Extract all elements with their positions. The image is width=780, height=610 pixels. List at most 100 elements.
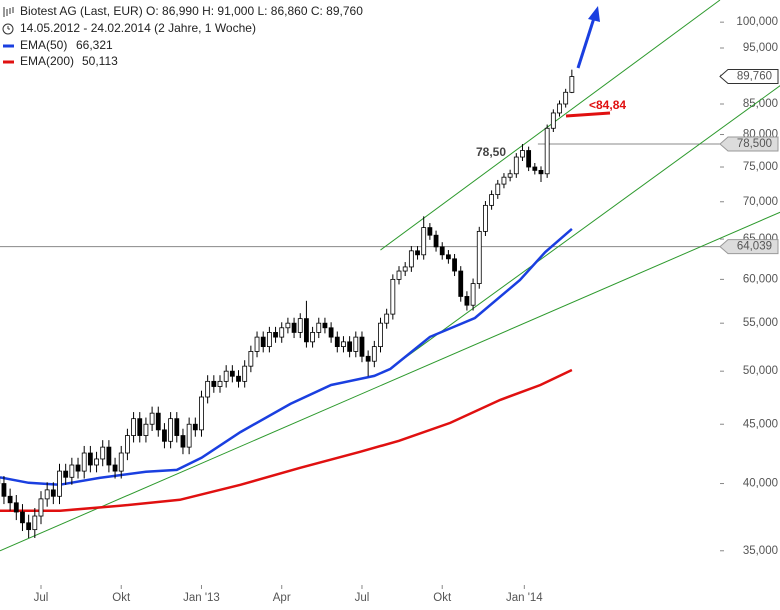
- candle-body: [248, 351, 254, 367]
- legend-label: EMA(200): [20, 54, 74, 68]
- y-tick-label: 85,000: [743, 98, 778, 110]
- candle-body: [322, 322, 328, 329]
- x-tick-label: Apr: [273, 592, 291, 604]
- candle-body: [211, 380, 217, 387]
- candle-body: [186, 423, 192, 448]
- candle-body: [75, 464, 81, 472]
- price-box: [719, 239, 779, 255]
- candle-body: [112, 464, 118, 472]
- ema-line: [0, 227, 573, 487]
- candle-body: [174, 418, 180, 436]
- candle-body: [304, 318, 309, 343]
- candle-body: [242, 365, 248, 382]
- candle-body: [316, 322, 322, 333]
- trend-line: [0, 211, 780, 552]
- candle-body: [100, 446, 106, 460]
- candle-body: [50, 489, 56, 497]
- last-price-box: [719, 69, 779, 85]
- candle-body: [421, 227, 427, 256]
- candle-body: [81, 452, 87, 472]
- candle-body: [495, 183, 501, 196]
- candle-body: [223, 370, 229, 382]
- candle-body: [544, 127, 550, 175]
- candle-body: [291, 322, 297, 333]
- candle-body: [501, 176, 507, 185]
- candle-body: [334, 336, 340, 348]
- candle-body: [44, 489, 50, 500]
- y-tick-label: 35,000: [743, 545, 778, 557]
- candle-body: [155, 412, 161, 431]
- candle-body: [384, 313, 390, 324]
- x-tick-label: Jan '13: [183, 592, 220, 604]
- candle-body: [532, 166, 538, 171]
- annotation: 78,50: [476, 145, 506, 159]
- y-tick-label: 60,000: [743, 273, 778, 285]
- candle-body: [347, 341, 353, 352]
- candle-body: [297, 318, 303, 333]
- candle-body: [439, 246, 445, 256]
- candle-body: [557, 103, 562, 114]
- y-tick-label: 55,000: [743, 317, 778, 329]
- candle-body: [229, 370, 235, 377]
- candle-body: [137, 418, 143, 436]
- trend-line: [386, 85, 780, 372]
- candle-body: [520, 150, 525, 158]
- candle-body: [106, 446, 112, 466]
- candle-body: [378, 322, 383, 348]
- candle-body: [217, 380, 223, 387]
- candle-body: [168, 418, 174, 442]
- candle-body: [279, 327, 285, 338]
- candle-body: [371, 346, 377, 362]
- candle-body: [489, 194, 495, 206]
- candle-body: [470, 283, 476, 306]
- candle-body: [94, 458, 99, 466]
- candle-body: [569, 76, 575, 93]
- candle-body: [390, 278, 396, 315]
- candle-body: [57, 470, 62, 497]
- y-tick-label: 40,000: [743, 478, 778, 490]
- candle-body: [341, 341, 346, 348]
- price-box-label: 64,039: [737, 241, 772, 253]
- candle-body: [359, 336, 365, 357]
- candle-body: [1, 483, 7, 497]
- candle-body: [310, 332, 315, 343]
- candle-body: [143, 423, 149, 436]
- last-price-label: 89,760: [737, 71, 772, 83]
- legend-label: EMA(50): [20, 38, 67, 52]
- candle-body: [464, 296, 470, 306]
- candle-body: [328, 327, 334, 338]
- candle-body: [452, 258, 457, 272]
- candle-body: [192, 423, 198, 431]
- candle-body: [458, 270, 464, 297]
- candle-body: [38, 498, 44, 517]
- y-tick-label: 50,000: [743, 365, 778, 377]
- candle-body: [408, 250, 414, 268]
- price-box-label: 78,500: [737, 138, 772, 150]
- annotation: <84,84: [589, 98, 626, 112]
- candle-body: [199, 396, 204, 431]
- candle-body: [26, 522, 32, 531]
- trend-line: [380, 0, 721, 251]
- candle-body: [180, 435, 186, 448]
- candle-body: [205, 380, 211, 398]
- candle-body: [415, 250, 420, 256]
- candle-body: [273, 332, 278, 338]
- x-tick-label: Jul: [34, 592, 49, 604]
- x-tick-label: Okt: [433, 592, 452, 604]
- x-tick-label: Jul: [355, 592, 370, 604]
- candle-body: [365, 355, 371, 362]
- clock-icon: [2, 23, 14, 35]
- candle-body: [20, 511, 25, 524]
- candle-body: [131, 418, 136, 436]
- candle-body: [396, 270, 402, 280]
- candle-body: [13, 502, 19, 513]
- candle-body: [162, 429, 167, 442]
- legend-value: 50,113: [82, 54, 118, 68]
- candle-body: [260, 336, 266, 348]
- candle-body: [236, 375, 241, 382]
- candle-body: [149, 412, 155, 425]
- candle-body: [483, 204, 488, 232]
- candle-body: [32, 515, 38, 531]
